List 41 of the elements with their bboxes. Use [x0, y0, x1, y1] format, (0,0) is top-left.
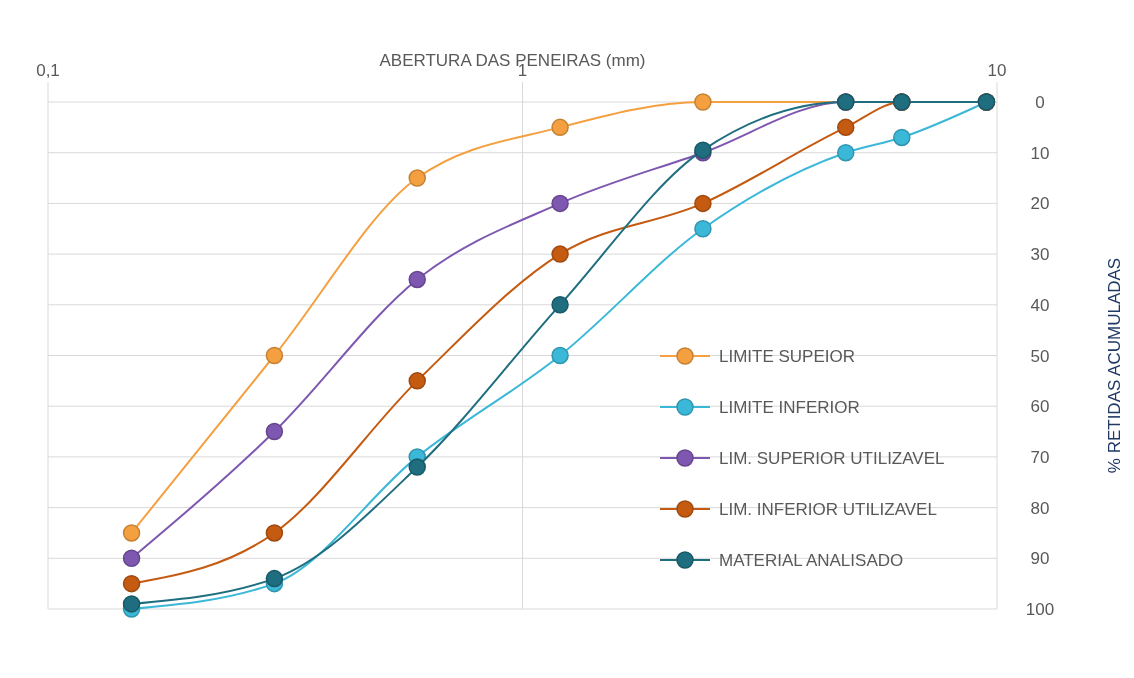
point — [265, 569, 284, 588]
point — [408, 458, 426, 476]
y-tick-label: 80 — [1030, 498, 1050, 518]
y-axis-title: % RETIDAS ACUMULADAS — [1105, 257, 1124, 474]
y-tick-label: 70 — [1030, 447, 1050, 467]
legend-label: LIM. INFERIOR UTILIZAVEL — [719, 500, 937, 519]
point — [551, 194, 569, 213]
point — [408, 372, 426, 390]
point — [837, 143, 855, 162]
x-tick-label: 10 — [987, 61, 1007, 80]
point — [122, 524, 141, 542]
legend-label: LIMITE SUPEIOR — [719, 347, 856, 366]
y-tick-label: 50 — [1030, 346, 1050, 366]
point — [265, 346, 284, 365]
y-tick-label: 60 — [1030, 397, 1050, 417]
point — [408, 169, 426, 187]
point — [122, 595, 141, 613]
legend-label: LIMITE INFERIOR — [719, 398, 860, 417]
point — [551, 346, 569, 365]
y-tick-label: 40 — [1030, 295, 1050, 315]
legend-label: MATERIAL ANALISADO — [719, 551, 904, 570]
point — [551, 296, 569, 314]
point — [694, 194, 712, 213]
x-tick-label: 0,1 — [36, 61, 60, 80]
point — [122, 549, 141, 568]
y-tick-label: 0 — [1035, 93, 1045, 112]
point — [408, 270, 426, 289]
y-tick-label: 10 — [1030, 143, 1050, 163]
y-tick-label: 90 — [1030, 549, 1050, 569]
point — [551, 118, 569, 137]
point — [551, 245, 569, 263]
point — [694, 93, 712, 111]
point — [265, 524, 284, 542]
point — [122, 574, 141, 593]
legend-label: LIM. SUPERIOR UTILIZAVEL — [719, 449, 945, 468]
point — [265, 422, 284, 441]
point — [837, 118, 855, 137]
y-tick-label: 100 — [1025, 600, 1055, 619]
y-tick-label: 30 — [1030, 245, 1050, 265]
point — [694, 220, 712, 238]
y-tick-label: 20 — [1030, 194, 1050, 214]
